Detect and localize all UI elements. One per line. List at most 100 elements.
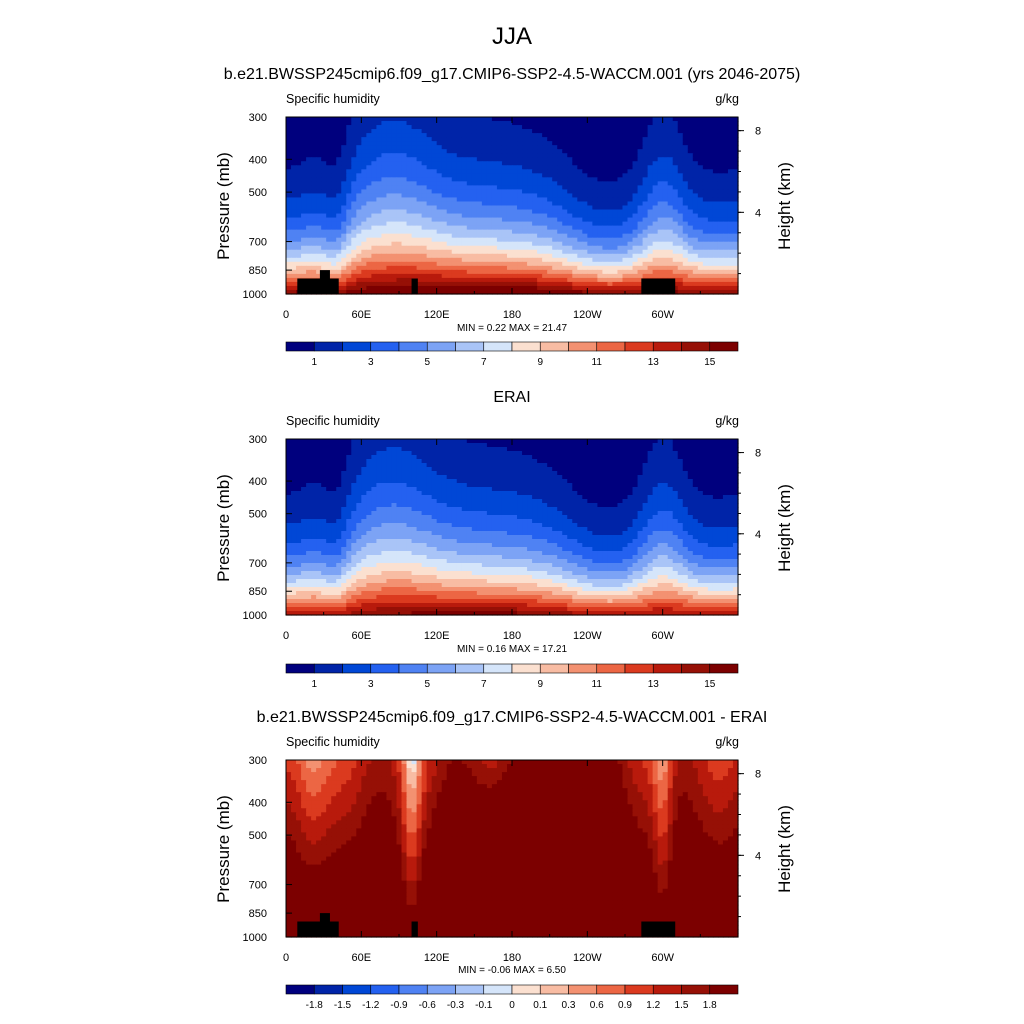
field-cell [572, 471, 578, 476]
field-cell [662, 475, 669, 480]
field-cell [592, 459, 598, 464]
field-cell [642, 241, 649, 247]
field-cell [617, 237, 624, 243]
field-cell [622, 257, 629, 263]
field-cell [532, 225, 538, 231]
field-cell [451, 455, 458, 460]
field-cell [592, 463, 598, 468]
field-cell [346, 217, 352, 223]
field-cell [466, 145, 473, 150]
field-cell [341, 129, 347, 134]
field-cell [532, 241, 538, 247]
field-cell [361, 237, 367, 243]
field-cell [306, 479, 312, 484]
field-cell [657, 189, 664, 195]
field-cell [301, 229, 307, 235]
field-cell [391, 129, 398, 134]
field-cell [306, 233, 312, 239]
field-cell [562, 285, 568, 291]
field-cell [667, 225, 674, 231]
field-cell [346, 475, 352, 480]
field-cell [296, 117, 302, 122]
field-cell [481, 463, 488, 468]
field-cell [552, 225, 558, 231]
field-cell [662, 161, 669, 166]
field-cell [476, 149, 483, 154]
field-cell [301, 233, 307, 239]
field-cell [567, 149, 573, 154]
field-cell [522, 165, 528, 170]
field-cell [667, 257, 674, 263]
field-cell [662, 177, 669, 182]
field-cell [627, 451, 634, 456]
field-cell [466, 153, 473, 158]
field-cell [522, 451, 528, 456]
field-cell [542, 439, 548, 444]
field-cell [501, 205, 508, 211]
field-cell [667, 181, 674, 186]
field-cell [552, 471, 558, 476]
field-cell [296, 169, 302, 174]
field-cell [627, 443, 634, 448]
field-cell [316, 213, 322, 219]
field-cell [667, 451, 674, 456]
field-cell [356, 145, 362, 150]
field-cell [652, 189, 659, 195]
field-cell [557, 289, 563, 295]
field-cell [481, 467, 488, 472]
field-cell [687, 201, 694, 207]
field-cell [722, 241, 729, 247]
field-cell [506, 463, 513, 468]
terrain-block [319, 270, 330, 294]
field-cell [401, 447, 408, 452]
field-cell [642, 447, 649, 452]
field-cell [692, 137, 699, 142]
field-cell [496, 145, 503, 150]
field-cell [441, 129, 448, 134]
field-cell [692, 285, 699, 291]
field-cell [311, 117, 317, 122]
field-cell [351, 149, 357, 154]
field-cell [486, 185, 493, 191]
field-cell [562, 261, 568, 267]
field-cell [301, 241, 307, 247]
field-cell [321, 193, 327, 199]
field-cell [727, 257, 734, 263]
field-cell [441, 149, 448, 154]
field-cell [657, 137, 664, 142]
field-cell [466, 229, 473, 235]
field-cell [351, 201, 357, 207]
field-cell [426, 261, 433, 267]
field-cell [717, 169, 724, 174]
field-cell [617, 245, 624, 251]
field-cell [672, 205, 679, 211]
field-cell [637, 463, 644, 468]
field-cell [582, 197, 588, 203]
field-cell [732, 439, 739, 444]
field-cell [572, 249, 578, 255]
field-cell [562, 229, 568, 235]
field-cell [486, 285, 493, 291]
field-cell [677, 213, 684, 219]
field-cell [461, 157, 468, 162]
field-cell [577, 117, 583, 122]
field-cell [592, 443, 598, 448]
field-cell [522, 213, 528, 219]
field-cell [396, 455, 403, 460]
field-cell [371, 169, 377, 174]
field-cell [486, 237, 493, 243]
field-cell [366, 189, 372, 195]
field-cell [562, 213, 568, 219]
field-cell [692, 117, 699, 122]
field-cell [426, 193, 433, 199]
field-cell [662, 157, 669, 162]
field-cell [326, 439, 332, 444]
field-cell [316, 193, 322, 199]
field-cell [557, 221, 563, 227]
field-cell [527, 471, 533, 476]
field-cell [517, 265, 523, 271]
field-cell [692, 439, 699, 444]
field-cell [692, 173, 699, 178]
field-cell [336, 459, 342, 464]
field-cell [366, 463, 372, 468]
